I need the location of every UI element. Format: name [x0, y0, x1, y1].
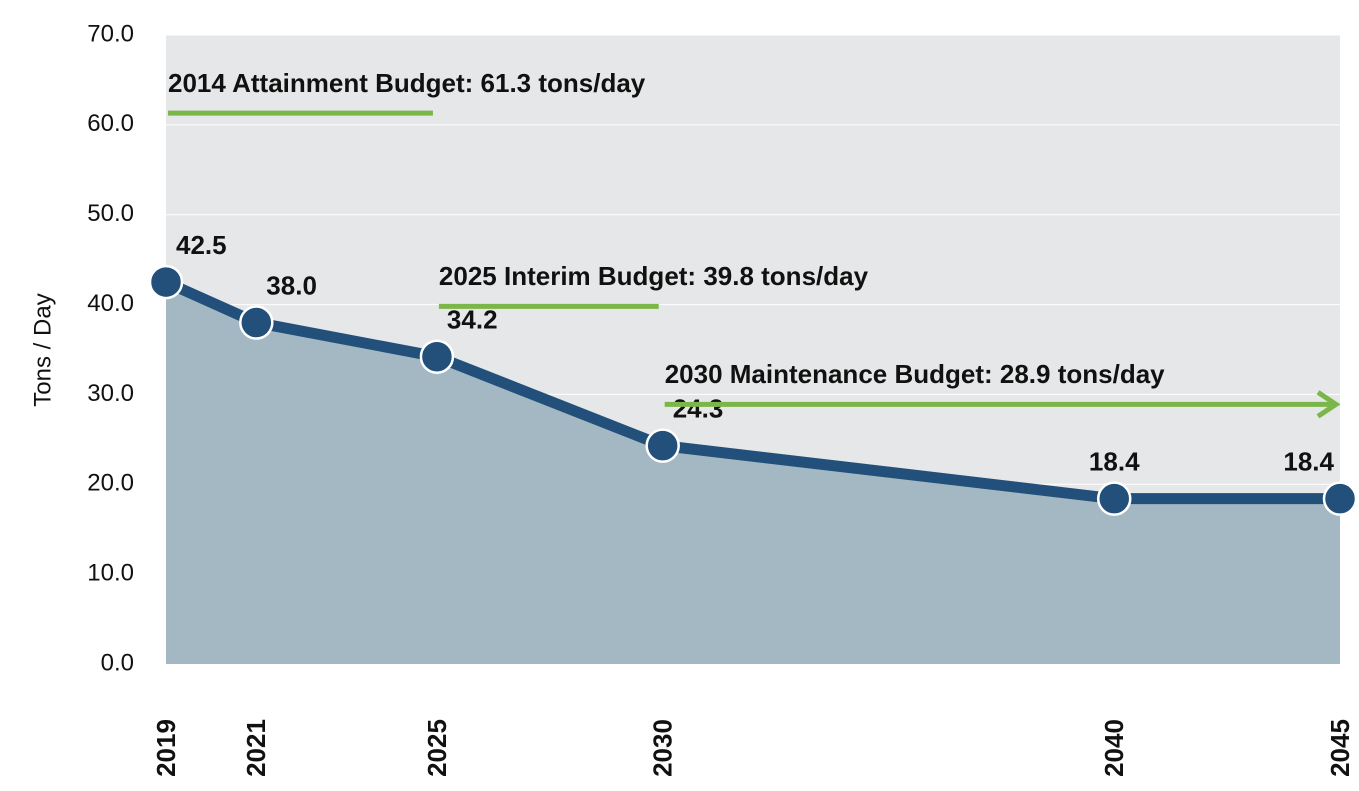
budget-label: 2025 Interim Budget: 39.8 tons/day	[439, 261, 869, 291]
budget-label: 2030 Maintenance Budget: 28.9 tons/day	[665, 359, 1165, 389]
y-tick-label: 50.0	[87, 200, 134, 227]
data-label: 42.5	[176, 230, 227, 260]
x-tick-label: 2030	[648, 719, 678, 777]
y-tick-label: 10.0	[87, 559, 134, 586]
area	[166, 282, 1340, 664]
marker	[1322, 481, 1358, 516]
y-tick-label: 40.0	[87, 290, 134, 317]
x-tick-label: 2025	[422, 719, 452, 777]
x-tick-label: 2021	[241, 719, 271, 777]
marker	[419, 339, 455, 374]
y-tick-label: 70.0	[87, 20, 134, 47]
marker	[645, 428, 680, 463]
marker	[1096, 481, 1132, 516]
y-tick-label: 20.0	[87, 470, 134, 497]
data-label: 34.2	[447, 305, 498, 335]
x-tick-label: 2019	[151, 719, 181, 777]
y-tick-label: 30.0	[87, 380, 134, 407]
budget-label: 2014 Attainment Budget: 61.3 tons/day	[168, 68, 646, 98]
y-tick-label: 60.0	[87, 110, 134, 137]
y-axis-label: Tons / Day	[29, 293, 56, 406]
marker	[148, 264, 184, 300]
budget-arrow	[1316, 390, 1341, 419]
data-label: 24.3	[673, 394, 724, 424]
data-label: 18.4	[1283, 447, 1334, 477]
data-label: 38.0	[266, 270, 317, 300]
x-tick-label: 2045	[1325, 719, 1355, 777]
data-label: 18.4	[1089, 447, 1140, 477]
x-tick-label: 2040	[1099, 719, 1129, 777]
marker	[239, 305, 274, 340]
y-tick-label: 0.0	[101, 649, 134, 676]
